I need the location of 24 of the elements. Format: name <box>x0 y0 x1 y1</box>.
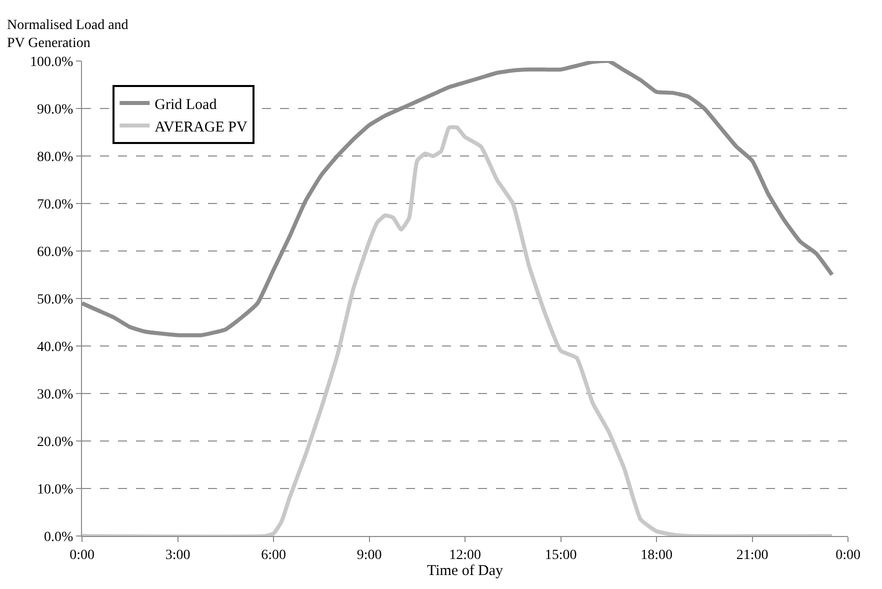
y-tick-label: 50.0% <box>37 292 74 308</box>
y-axis-title: Normalised Load and PV Generation <box>7 18 128 52</box>
x-tick-label: 6:00 <box>261 548 286 563</box>
legend-label: Grid Load <box>154 96 218 113</box>
x-tick-label: 0:00 <box>836 548 860 563</box>
y-tick-label: 30.0% <box>37 387 74 402</box>
x-tick-label: 18:00 <box>640 548 672 563</box>
x-tick-label: 3:00 <box>165 548 190 563</box>
y-tick-label: 60.0% <box>37 244 74 260</box>
y-tick-label: 90.0% <box>37 102 74 118</box>
x-tick-label: 21:00 <box>736 548 768 563</box>
x-axis-title: Time of Day <box>426 562 504 579</box>
x-tick-label: 0:00 <box>70 548 94 563</box>
y-tick-label: 70.0% <box>37 197 74 212</box>
y-tick-label: 100.0% <box>30 54 74 70</box>
y-tick-label: 20.0% <box>37 434 74 450</box>
y-tick-label: 80.0% <box>37 150 74 165</box>
x-tick-label: 9:00 <box>356 548 382 563</box>
y-tick-label: 10.0% <box>37 482 74 498</box>
x-tick-label: 12:00 <box>449 548 481 563</box>
y-tick-label: 40.0% <box>37 340 74 355</box>
y-tick-label: 0.0% <box>44 530 74 545</box>
x-tick-label: 15:00 <box>544 548 577 563</box>
legend-label: AVERAGE PV <box>154 119 248 136</box>
